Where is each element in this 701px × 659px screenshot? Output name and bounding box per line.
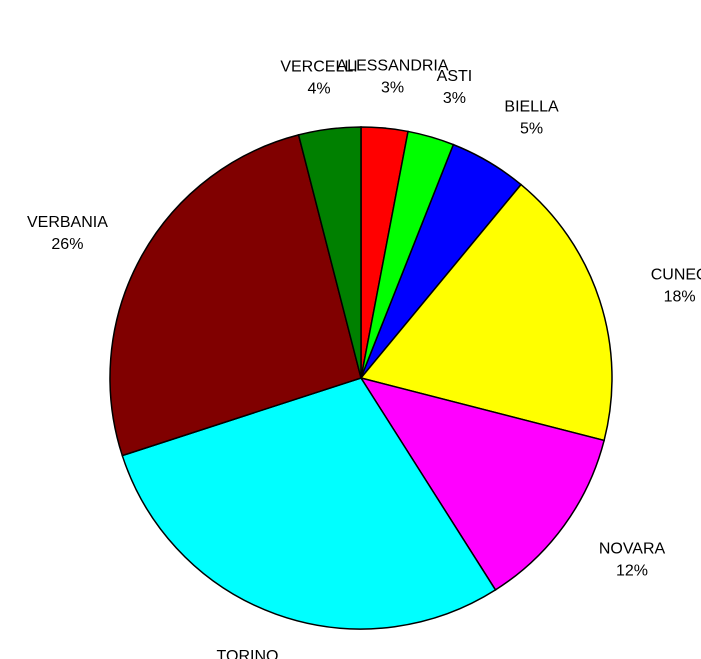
pie-slice (121, 377, 497, 630)
slice-label: NOVARA (599, 540, 666, 557)
slice-value-label: 3% (381, 79, 404, 96)
slice-label: CUNEO (651, 267, 701, 284)
slice-label: ASTI (437, 68, 473, 85)
pie-slice (109, 133, 362, 457)
slice-label: TORINO (217, 648, 279, 659)
pie-slice (359, 376, 606, 591)
pie-slice (359, 183, 613, 442)
slice-value-label: 3% (443, 90, 466, 107)
slice-value-label: 18% (664, 289, 696, 306)
slice-value-label: 26% (51, 236, 83, 253)
slice-value-label: 12% (616, 562, 648, 579)
pie-slice (297, 126, 362, 379)
slice-label: ALESSANDRIA (337, 57, 449, 74)
slice-label: VERCELLI (280, 58, 357, 75)
slice-value-label: 5% (520, 120, 543, 137)
slice-label: VERBANIA (27, 214, 108, 231)
slice-value-label: 4% (307, 80, 330, 97)
slice-label: BIELLA (504, 98, 559, 115)
